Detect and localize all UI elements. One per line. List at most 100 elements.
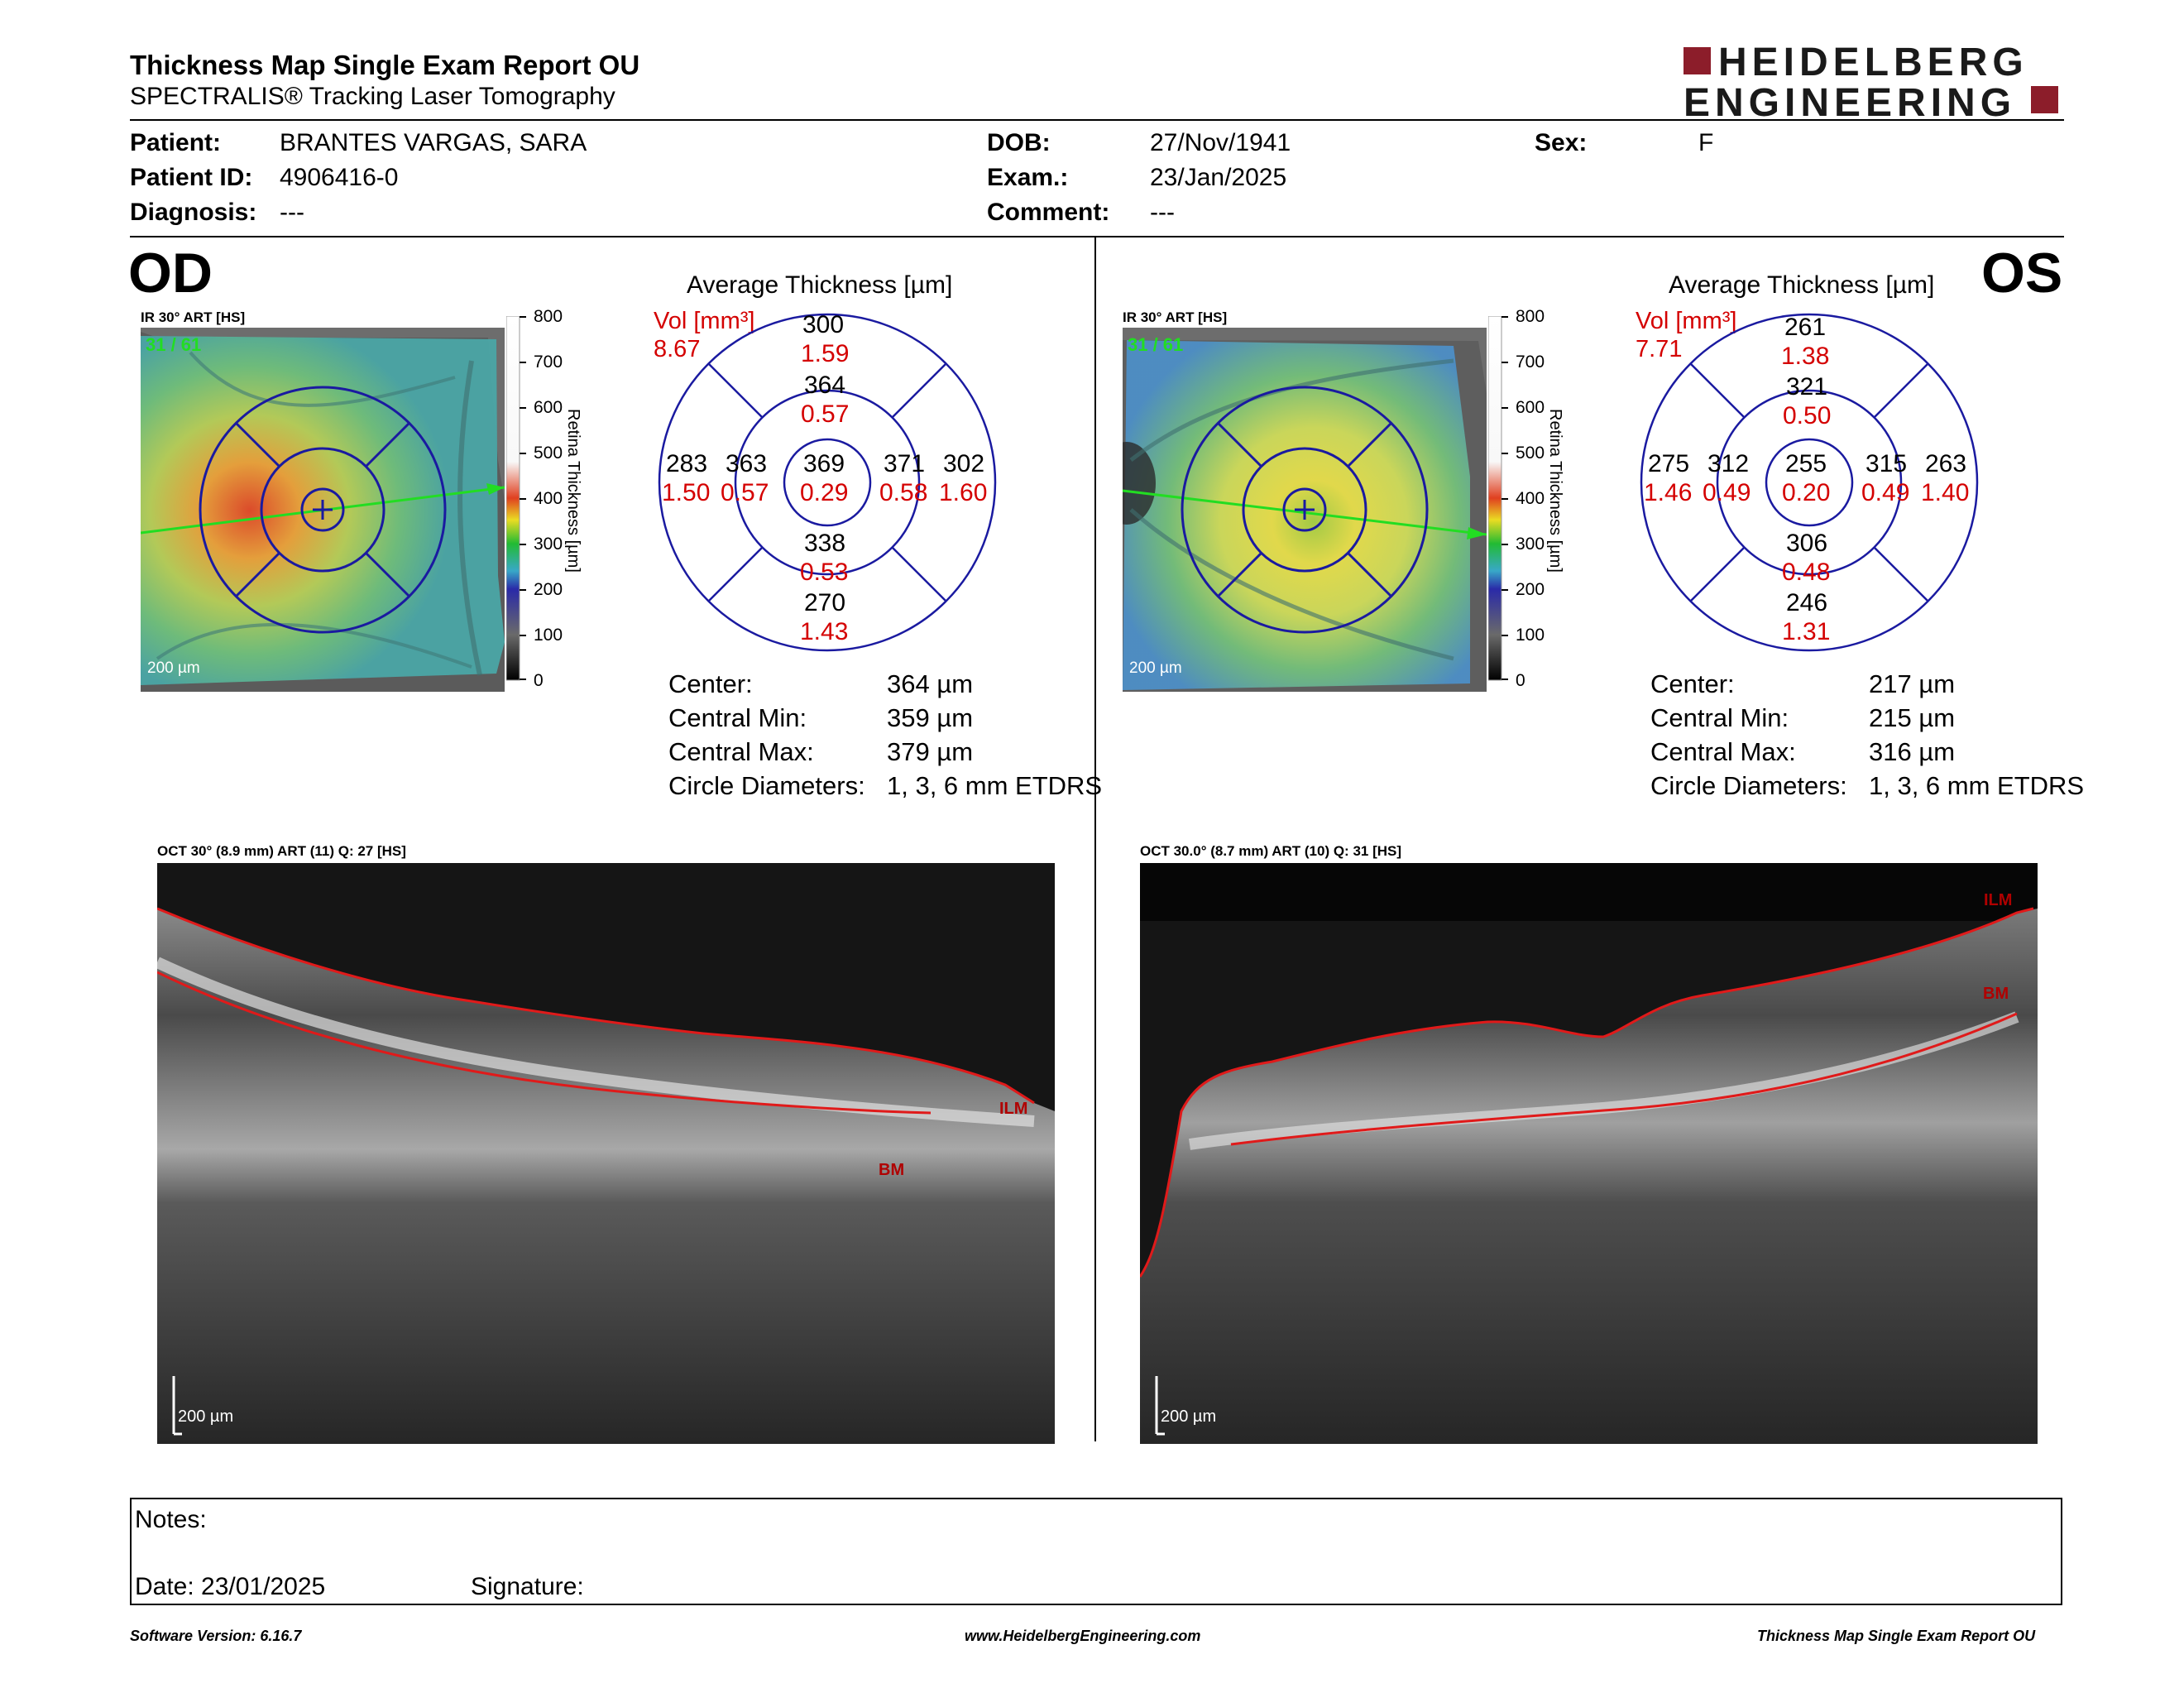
od-inner-superior: 364 <box>804 372 846 399</box>
os-outer-superior-vol: 1.38 <box>1781 343 1830 370</box>
od-oct-label: OCT 30° (8.9 mm) ART (11) Q: 27 [HS] <box>157 843 406 859</box>
os-outer-temporal-vol: 1.46 <box>1644 479 1693 506</box>
od-vol-total: 8.67 <box>654 336 701 362</box>
od-outer-temporal: 283 <box>666 450 708 477</box>
diagnosis-value: --- <box>280 199 304 226</box>
os-center-vol: 0.20 <box>1782 479 1831 506</box>
diagnosis-label: Diagnosis: <box>130 199 257 226</box>
od-inner-temporal-vol: 0.57 <box>721 479 769 506</box>
notes-label: Notes: <box>135 1506 207 1533</box>
comment-label: Comment: <box>987 199 1110 226</box>
footer-report-name: Thickness Map Single Exam Report OU <box>1757 1628 2036 1644</box>
od-scale-tick: 600 <box>534 398 563 417</box>
od-outer-nasal: 302 <box>943 450 985 477</box>
os-scale-title: Retina Thickness [µm] <box>1546 409 1564 573</box>
od-stat-label: Circle Diameters: <box>668 771 865 800</box>
os-frames-label: 31 / 61 <box>1128 334 1184 355</box>
od-scale-tick: 200 <box>534 580 563 599</box>
od-ir-label: IR 30° ART [HS] <box>141 309 246 325</box>
od-outer-superior-vol: 1.59 <box>801 340 850 367</box>
os-scalebar-label: 200 µm <box>1129 659 1182 677</box>
os-oct-bscan[interactable] <box>1138 863 2038 1444</box>
od-scale-tick: 500 <box>534 444 563 463</box>
od-stat-label: Center: <box>668 669 753 698</box>
od-color-scale <box>505 315 597 684</box>
od-outer-inferior: 270 <box>804 589 846 616</box>
os-scale-tick: 500 <box>1516 444 1545 463</box>
od-outer-inferior-vol: 1.43 <box>800 618 849 645</box>
os-scale-tick: 0 <box>1516 671 1525 690</box>
od-oct-bscan[interactable] <box>155 863 1055 1444</box>
od-stat-value: 379 µm <box>887 737 974 766</box>
od-scale-tick: 700 <box>534 352 563 372</box>
os-scale-tick: 600 <box>1516 398 1545 417</box>
os-outer-temporal: 275 <box>1648 450 1690 477</box>
website-link[interactable]: www.HeidelbergEngineering.com <box>965 1628 1201 1644</box>
os-outer-nasal: 263 <box>1925 450 1967 477</box>
od-scale-tick: 800 <box>534 307 563 326</box>
heidelberg-logo: HEIDELBERG ENGINEERING <box>1684 43 2064 123</box>
od-stat-value: 359 µm <box>887 703 974 732</box>
os-oct-scalebar: 200 µm <box>1161 1407 1217 1426</box>
os-outer-inferior: 246 <box>1786 589 1828 616</box>
od-scale-tick: 400 <box>534 489 563 508</box>
od-avg-title: Average Thickness [µm] <box>687 271 953 299</box>
od-scale-title: Retina Thickness [µm] <box>564 409 582 573</box>
notes-box[interactable] <box>130 1498 2062 1605</box>
od-center-vol: 0.29 <box>800 479 849 506</box>
os-scale-tick: 100 <box>1516 626 1545 645</box>
od-stat-value: 1, 3, 6 mm ETDRS <box>887 771 1103 800</box>
os-stat-value: 215 µm <box>1869 703 1956 732</box>
os-etdrs-grid <box>1640 313 1979 652</box>
od-bm-label: BM <box>879 1161 905 1179</box>
od-stat-value: 364 µm <box>887 669 974 698</box>
dob-label: DOB: <box>987 129 1051 156</box>
report-title: Thickness Map Single Exam Report OU <box>130 50 640 80</box>
od-eye-label: OD <box>128 242 213 305</box>
od-frames-label: 31 / 61 <box>146 334 202 355</box>
os-ilm-label: ILM <box>1984 891 2013 909</box>
os-ir-label: IR 30° ART [HS] <box>1123 309 1228 325</box>
os-stat-value: 217 µm <box>1869 669 1956 698</box>
os-scale-tick: 200 <box>1516 580 1545 599</box>
od-ilm-label: ILM <box>999 1100 1028 1118</box>
od-inner-superior-vol: 0.57 <box>801 400 850 428</box>
od-inner-inferior: 338 <box>804 530 846 557</box>
os-stat-label: Central Min: <box>1650 703 1789 732</box>
os-stat-label: Center: <box>1650 669 1735 698</box>
os-scale-tick: 300 <box>1516 535 1545 554</box>
od-etdrs-grid <box>658 313 997 652</box>
od-scale-tick: 300 <box>534 535 563 554</box>
os-inner-nasal: 315 <box>1866 450 1908 477</box>
os-center: 255 <box>1785 450 1827 477</box>
od-outer-nasal-vol: 1.60 <box>939 479 988 506</box>
patient-name: BRANTES VARGAS, SARA <box>280 129 587 156</box>
os-outer-superior: 261 <box>1784 314 1827 341</box>
sex-label: Sex: <box>1535 129 1588 156</box>
os-inner-inferior-vol: 0.48 <box>1782 559 1831 586</box>
os-inner-superior-vol: 0.50 <box>1783 402 1832 429</box>
os-thickness-map[interactable] <box>1098 328 1487 692</box>
software-version: Software Version: 6.16.7 <box>130 1628 302 1644</box>
sex-value: F <box>1698 129 1714 156</box>
od-scale-tick: 100 <box>534 626 563 645</box>
od-scalebar-label: 200 µm <box>147 659 200 677</box>
od-oct-scalebar: 200 µm <box>178 1407 234 1426</box>
comment-value: --- <box>1150 199 1175 226</box>
os-eye-label: OS <box>1981 242 2063 305</box>
od-thickness-map[interactable] <box>140 328 505 692</box>
os-inner-temporal: 312 <box>1707 450 1750 477</box>
report-subtitle: SPECTRALIS® Tracking Laser Tomography <box>130 83 615 110</box>
os-vol-total: 7.71 <box>1636 336 1683 362</box>
os-vol-label: Vol [mm³] <box>1636 308 1737 334</box>
os-stat-value: 1, 3, 6 mm ETDRS <box>1869 771 2085 800</box>
date-label: Date: 23/01/2025 <box>135 1573 326 1600</box>
od-scale-tick: 0 <box>534 671 544 690</box>
exam-label: Exam.: <box>987 164 1069 191</box>
os-outer-nasal-vol: 1.40 <box>1921 479 1970 506</box>
os-stat-value: 316 µm <box>1869 737 1956 766</box>
od-outer-temporal-vol: 1.50 <box>662 479 711 506</box>
os-inner-nasal-vol: 0.49 <box>1861 479 1910 506</box>
os-stat-label: Central Max: <box>1650 737 1796 766</box>
od-inner-nasal: 371 <box>884 450 926 477</box>
